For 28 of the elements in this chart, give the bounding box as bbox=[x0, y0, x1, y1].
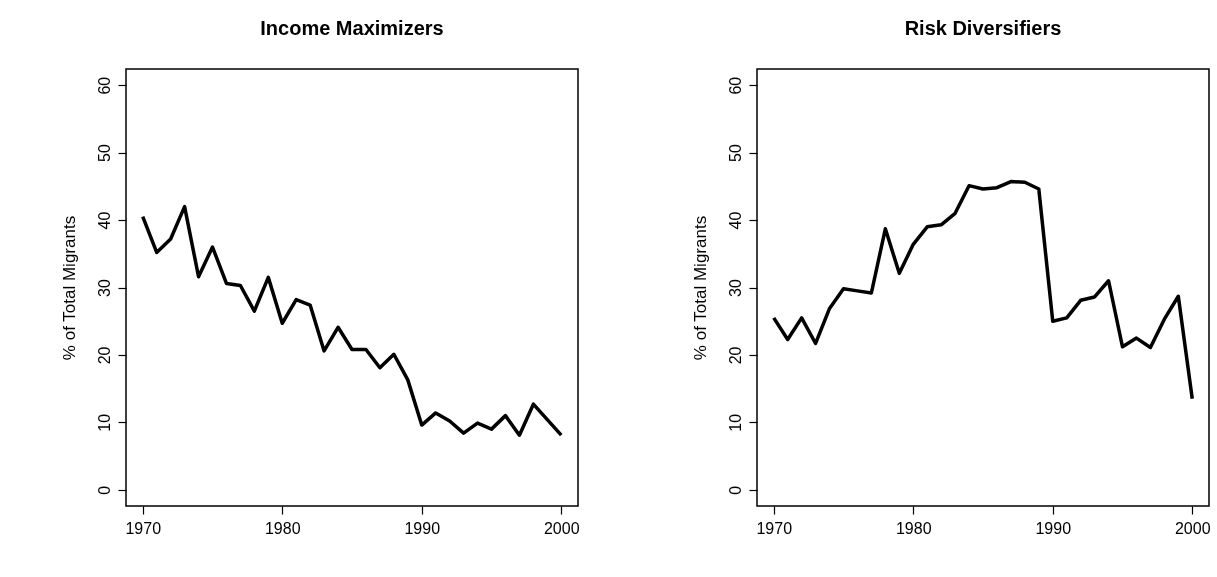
x-tick-label: 1990 bbox=[1035, 519, 1072, 537]
y-tick-label: 20 bbox=[726, 346, 744, 365]
y-tick-label: 50 bbox=[726, 144, 744, 163]
y-tick-label: 40 bbox=[726, 211, 744, 230]
y-tick-label: 0 bbox=[95, 485, 113, 495]
chart-title: Income Maximizers bbox=[260, 17, 444, 39]
x-tick-label: 1970 bbox=[756, 519, 793, 537]
y-tick-label: 10 bbox=[95, 413, 113, 432]
y-axis-title: % of Total Migrants bbox=[59, 215, 79, 361]
y-tick-label: 60 bbox=[95, 76, 113, 95]
x-tick-label: 2000 bbox=[543, 519, 580, 537]
y-tick-label: 60 bbox=[726, 76, 744, 95]
chart-title: Risk Diversifiers bbox=[904, 17, 1062, 39]
x-tick-label: 1980 bbox=[264, 519, 301, 537]
x-tick-label: 1980 bbox=[895, 519, 932, 537]
x-tick-label: 2000 bbox=[1174, 519, 1211, 537]
y-axis-title: % of Total Migrants bbox=[690, 215, 710, 361]
y-tick-label: 30 bbox=[95, 279, 113, 297]
x-tick-label: 1990 bbox=[404, 519, 441, 537]
line-series bbox=[771, 179, 1195, 401]
x-tick-label: 1970 bbox=[125, 519, 162, 537]
y-tick-label: 30 bbox=[726, 279, 744, 297]
y-tick-label: 10 bbox=[726, 413, 744, 432]
y-tick-label: 0 bbox=[726, 485, 744, 495]
y-tick-label: 20 bbox=[95, 346, 113, 365]
y-tick-label: 40 bbox=[95, 211, 113, 230]
line-series bbox=[140, 204, 564, 437]
y-tick-label: 50 bbox=[95, 144, 113, 163]
